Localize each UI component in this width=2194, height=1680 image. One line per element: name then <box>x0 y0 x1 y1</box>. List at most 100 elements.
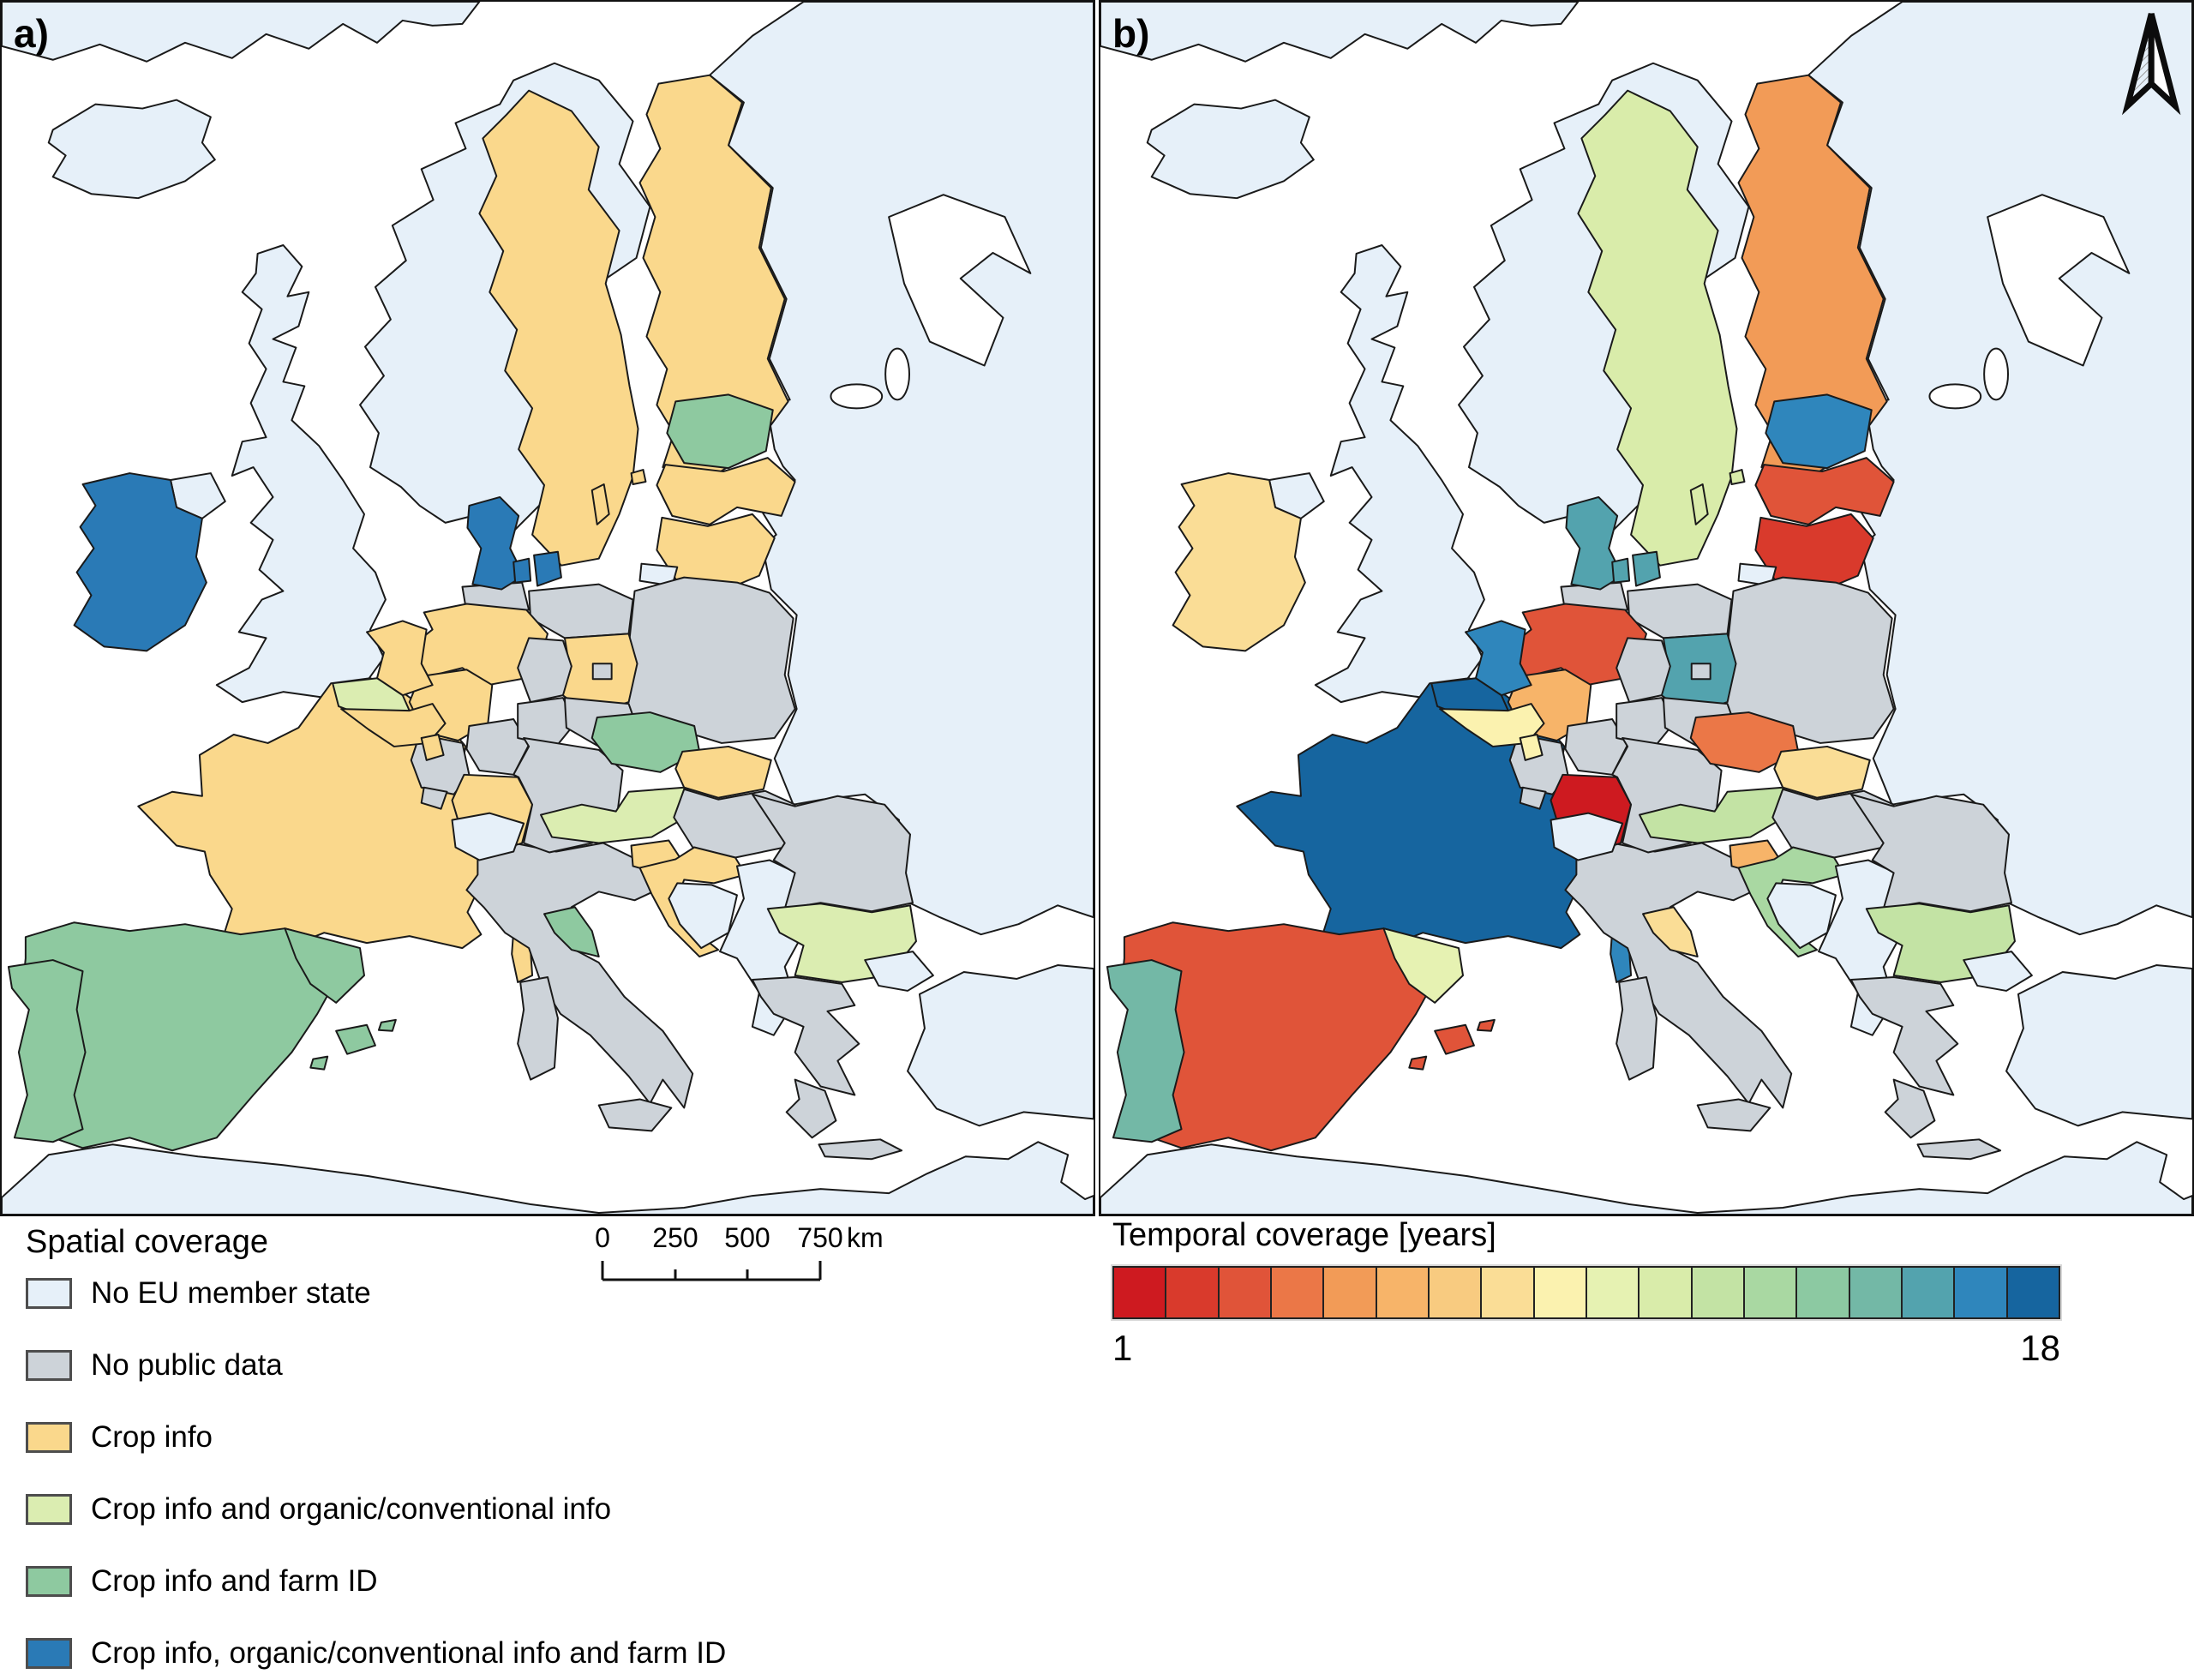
region-sweden <box>478 89 639 567</box>
colorbar-cell-year-18 <box>2007 1268 2059 1317</box>
region-svalbard <box>2 2 481 63</box>
region-greece-peloponnese <box>785 1078 837 1139</box>
region-greece-mainland <box>751 975 860 1096</box>
region-ibiza <box>309 1055 329 1071</box>
region-switzerland <box>1550 812 1624 861</box>
scale-tick-750: 750 <box>797 1222 842 1253</box>
region-great-britain <box>215 244 387 704</box>
colorbar-cell-year-8 <box>1482 1268 1535 1317</box>
colorbar-cell-year-13 <box>1744 1268 1798 1317</box>
scale-tick-0: 0 <box>595 1222 610 1253</box>
temporal-legend-title: Temporal coverage [years] <box>1112 1217 1496 1253</box>
region-greece-mainland <box>1849 975 1959 1096</box>
region-lake-onega <box>1983 347 2010 401</box>
scale-bar: 0 250 500 750 km <box>595 1222 884 1281</box>
region-menorca <box>1476 1018 1496 1032</box>
spatial-legend-item-crop_farm: Crop info and farm ID <box>26 1564 626 1599</box>
scale-unit: km <box>847 1222 884 1253</box>
legend-label-all_info: Crop info, organic/conventional info and… <box>91 1636 727 1670</box>
colorbar-cell-year-3 <box>1219 1268 1272 1317</box>
region-aland <box>1729 469 1746 486</box>
region-turkey-eu <box>864 951 934 992</box>
colorbar-cell-year-2 <box>1166 1268 1220 1317</box>
spatial-legend-item-no_data: No public data <box>26 1348 626 1383</box>
colorbar-cell-year-4 <box>1271 1268 1325 1317</box>
colorbar-cell-year-5 <box>1324 1268 1377 1317</box>
region-iceland <box>47 99 216 200</box>
region-de-saxony-anhalt <box>1616 637 1671 704</box>
region-wallonia <box>1439 703 1545 747</box>
region-white-sea <box>888 194 1032 367</box>
scale-tick-500: 500 <box>724 1222 770 1253</box>
map-panel-b: b) <box>1099 0 2194 1216</box>
region-turkey-anatolia <box>907 964 1094 1127</box>
region-finland <box>1737 74 1888 480</box>
region-catalonia <box>284 927 366 1004</box>
region-lake-ladoga <box>830 383 884 410</box>
europe-map-spatial-coverage <box>2 2 1094 1215</box>
region-greece-crete <box>1916 1138 2002 1161</box>
temporal-colorbar <box>1112 1266 2060 1319</box>
spatial-legend-item-crop_organic: Crop info and organic/conventional info <box>26 1492 626 1527</box>
legend-label-crop_info: Crop info <box>91 1420 213 1454</box>
region-ireland <box>73 472 207 652</box>
colorbar-cell-year-6 <box>1376 1268 1430 1317</box>
legend-swatch-all_info <box>26 1638 72 1669</box>
region-turkey-anatolia <box>2005 964 2192 1127</box>
region-mallorca <box>335 1023 376 1055</box>
legend-label-crop_farm: Crop info and farm ID <box>91 1564 378 1598</box>
colorbar-cell-year-16 <box>1902 1268 1956 1317</box>
region-lithuania <box>656 513 776 594</box>
region-latvia <box>656 457 796 525</box>
region-turkey-eu <box>1963 951 2033 992</box>
legend-swatch-no_data <box>26 1350 72 1381</box>
region-gotland <box>1689 483 1709 525</box>
region-denmark-jutland <box>466 495 525 591</box>
region-ireland <box>1172 472 1306 652</box>
region-denmark-funen <box>513 557 532 584</box>
region-luxembourg <box>420 733 445 761</box>
region-romania <box>1849 793 2012 913</box>
region-iceland <box>1146 99 1315 200</box>
region-latvia <box>1754 457 1895 525</box>
colorbar-cell-year-7 <box>1429 1268 1483 1317</box>
colorbar-cell-year-9 <box>1534 1268 1587 1317</box>
map-panel-a: a) <box>0 0 1095 1216</box>
region-estonia <box>1765 393 1873 470</box>
region-lithuania <box>1754 513 1874 594</box>
region-switzerland <box>451 812 525 861</box>
region-greece-peloponnese <box>1884 1078 1936 1139</box>
region-tuscany <box>1642 906 1699 958</box>
panel-b-label: b) <box>1112 11 1150 56</box>
legend-swatch-crop_organic <box>26 1494 72 1525</box>
region-de-saxony-anhalt <box>517 637 572 704</box>
region-de-berlin <box>1690 663 1711 681</box>
region-lake-ladoga <box>1928 383 1982 410</box>
colorbar-cell-year-15 <box>1849 1268 1903 1317</box>
panel-a-label: a) <box>14 11 49 56</box>
legend-label-non_eu: No EU member state <box>91 1276 371 1310</box>
region-north-africa-west <box>2 1141 1094 1215</box>
legend-swatch-crop_info <box>26 1422 72 1453</box>
region-north-africa-west <box>1100 1141 2192 1215</box>
region-sweden <box>1577 89 1738 567</box>
region-de-thuringia <box>1616 697 1675 747</box>
colorbar-max-label: 18 <box>2020 1328 2060 1368</box>
region-netherlands <box>1464 620 1532 697</box>
region-greece-crete <box>818 1138 903 1161</box>
region-aland <box>630 469 647 486</box>
legend-label-crop_organic: Crop info and organic/conventional info <box>91 1492 612 1526</box>
region-denmark-zealand <box>1632 550 1661 587</box>
region-denmark-jutland <box>1565 495 1624 591</box>
region-slovakia <box>1773 745 1871 799</box>
region-estonia <box>666 393 774 470</box>
colorbar-cell-year-10 <box>1586 1268 1640 1317</box>
legend-swatch-non_eu <box>26 1278 72 1309</box>
region-gotland <box>590 483 610 525</box>
region-sicily <box>1696 1098 1771 1132</box>
region-slovakia <box>674 745 772 799</box>
europe-map-temporal-coverage <box>1100 2 2192 1215</box>
region-denmark-zealand <box>533 550 562 587</box>
colorbar-cell-year-17 <box>1955 1268 2008 1317</box>
